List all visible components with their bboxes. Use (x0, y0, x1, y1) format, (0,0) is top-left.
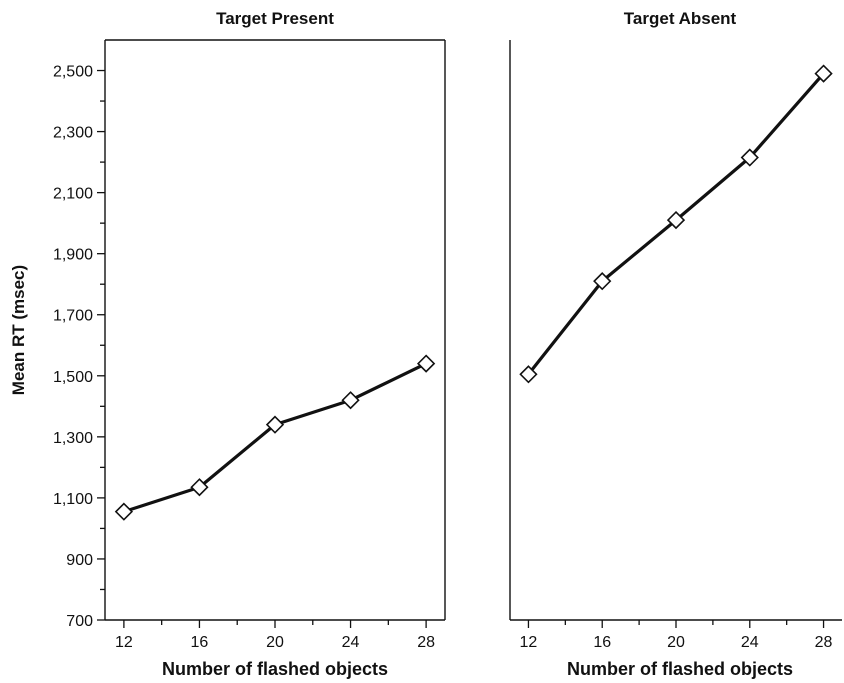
data-point (814, 64, 833, 83)
x-axis-label: Number of flashed objects (567, 659, 793, 679)
x-tick-label: 20 (667, 634, 685, 651)
data-point (666, 210, 686, 230)
series-line (123, 362, 427, 514)
data-point (740, 148, 759, 167)
x-tick-label: 20 (266, 634, 284, 651)
y-tick-label: 1,700 (53, 308, 93, 325)
x-tick-label: 16 (191, 634, 209, 651)
y-tick-label: 1,900 (53, 247, 93, 264)
y-tick-label: 700 (66, 613, 93, 630)
data-point (341, 391, 360, 410)
x-tick-label: 24 (342, 634, 360, 651)
panel-title: Target Present (216, 9, 334, 28)
y-axis-label: Mean RT (msec) (9, 265, 28, 395)
x-tick-label: 12 (520, 634, 538, 651)
panel-title: Target Absent (624, 9, 737, 28)
panel-target-present: Target Present Number of flashed objects… (9, 9, 446, 679)
x-tick-label: 24 (741, 634, 759, 651)
data-point (593, 272, 612, 291)
data-point (265, 415, 285, 434)
panel-target-absent: Target Absent Number of flashed objects … (509, 9, 842, 679)
x-tick-label: 28 (417, 634, 435, 651)
x-axis-label: Number of flashed objects (162, 659, 388, 679)
y-tick-label: 900 (66, 552, 93, 569)
x-tick-label: 12 (115, 634, 133, 651)
y-tick-label: 2,500 (53, 64, 93, 81)
data-point (416, 354, 436, 373)
y-tick-label: 2,100 (53, 186, 93, 203)
y-tick-label: 1,100 (53, 491, 93, 508)
data-point (519, 365, 538, 384)
data-point (114, 502, 134, 521)
x-tick-label: 28 (815, 634, 833, 651)
y-tick-label: 1,500 (53, 369, 93, 386)
x-tick-label: 16 (593, 634, 611, 651)
data-point (190, 478, 209, 497)
y-tick-label: 2,300 (53, 125, 93, 142)
y-tick-label: 1,300 (53, 430, 93, 447)
